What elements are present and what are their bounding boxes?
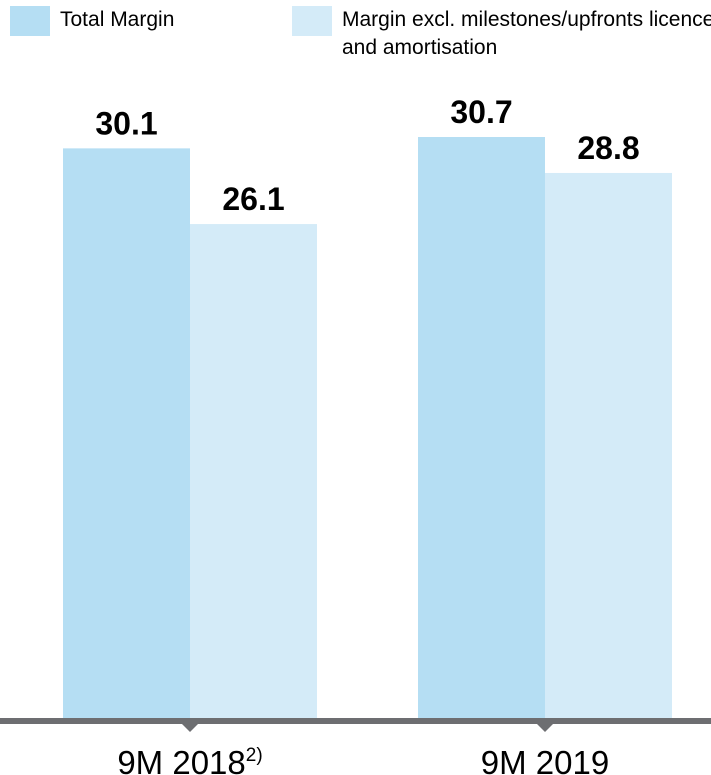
- axis-tick-0: [181, 723, 199, 732]
- bar-total-margin-0: [63, 148, 190, 718]
- bar-margin-excl-0: [190, 224, 317, 719]
- axis-tick-1: [536, 723, 554, 732]
- legend: Total Margin Margin excl. milestones/upf…: [0, 0, 711, 80]
- legend-swatch-margin-excl: [292, 6, 332, 36]
- legend-label-margin-excl: Margin excl. milestones/upfronts licence…: [342, 8, 711, 59]
- legend-item-total-margin: Total Margin: [10, 6, 174, 36]
- bar-margin-excl-1: [545, 172, 672, 719]
- legend-item-margin-excl: Margin excl. milestones/upfronts licence…: [292, 6, 711, 62]
- data-label-1-0: 26.1: [222, 181, 284, 217]
- bar-total-margin-1: [418, 137, 545, 718]
- data-label-1-1: 28.8: [577, 130, 639, 166]
- category-label-1: 9M 2019: [481, 744, 609, 775]
- data-label-0-1: 30.7: [450, 94, 512, 130]
- data-label-0-0: 30.1: [95, 105, 157, 141]
- legend-swatch-total-margin: [10, 6, 50, 36]
- legend-label-total-margin: Total Margin: [60, 8, 175, 31]
- category-label-0: 9M 20182): [117, 744, 262, 775]
